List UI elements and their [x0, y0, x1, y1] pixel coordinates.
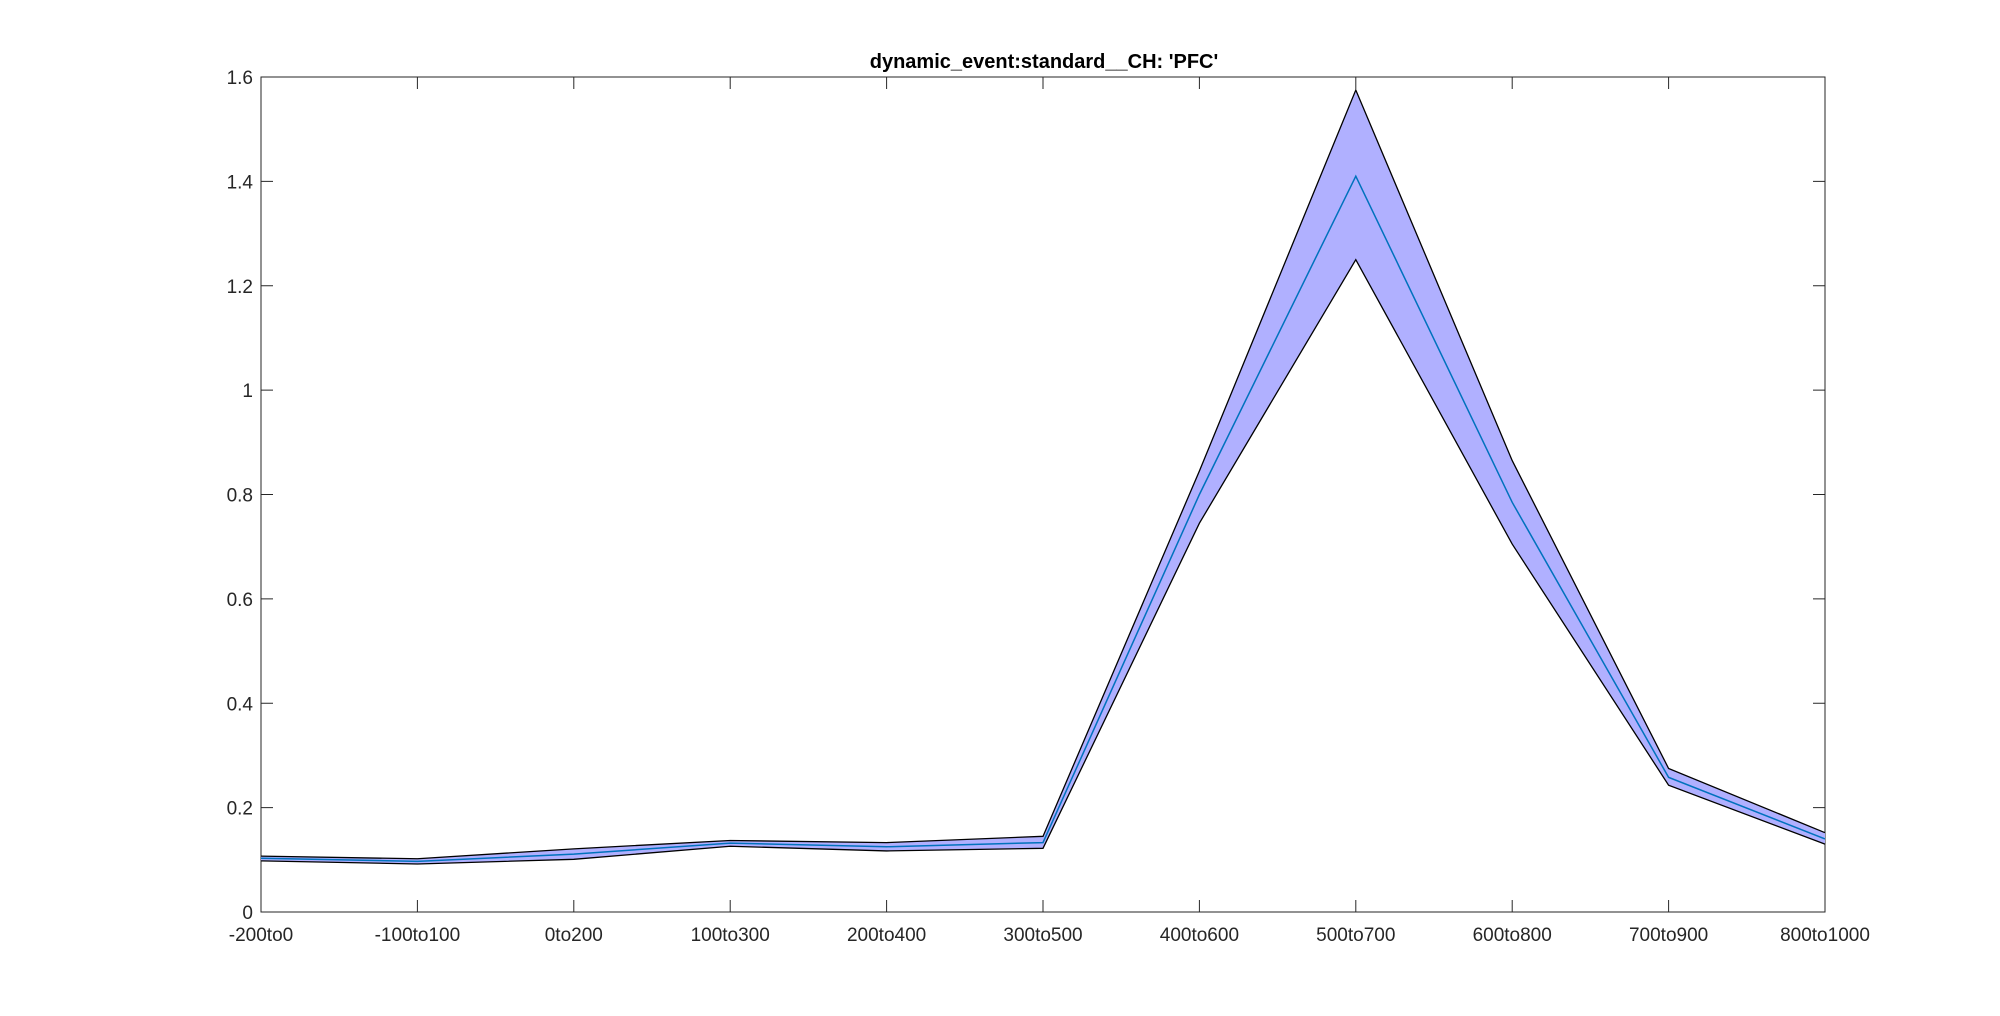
x-tick-label: -200to0: [229, 925, 293, 946]
confidence-band: [261, 90, 1825, 864]
x-tick-label: -100to100: [375, 925, 461, 946]
lower-bound-line: [260, 258, 1826, 865]
y-tick-label: 1: [242, 381, 253, 402]
y-tick-label: 0.8: [227, 486, 253, 507]
x-tick-label: 0to200: [545, 925, 603, 946]
y-tick-label: 0.6: [227, 590, 253, 611]
band-area: [261, 90, 1825, 864]
y-tick-label: 0.2: [227, 799, 253, 820]
y-tick-label: 1.6: [227, 68, 253, 89]
mean-line: [260, 174, 1826, 863]
series-lines: [260, 88, 1826, 865]
x-tick-label: 100to300: [691, 925, 770, 946]
y-tick-label: 1.2: [227, 277, 253, 298]
x-axis-ticks: -200to0 -100to100 0to200 100to300 200to400 30…: [229, 77, 1870, 946]
x-tick-label: 700to900: [1629, 925, 1708, 946]
x-tick-label: 600to800: [1473, 925, 1552, 946]
x-tick-label: 500to700: [1316, 925, 1395, 946]
upper-bound-line: [260, 88, 1826, 860]
x-tick-label: 200to400: [847, 925, 926, 946]
plot-frame: [260, 76, 1826, 913]
y-axis-ticks: 0 0.2 0.4 0.6 0.8 1 1.2 1.4 1.6: [227, 68, 1825, 924]
x-tick-label: 800to1000: [1780, 925, 1870, 946]
x-tick-label: 300to500: [1003, 925, 1082, 946]
y-tick-label: 1.4: [227, 172, 254, 193]
y-tick-label: 0.4: [227, 694, 254, 715]
chart-title: dynamic_event:standard__CH: 'PFC': [870, 51, 1219, 73]
y-tick-label: 0: [242, 903, 253, 924]
axes-box: [260, 76, 1826, 913]
x-tick-label: 400to600: [1160, 925, 1239, 946]
